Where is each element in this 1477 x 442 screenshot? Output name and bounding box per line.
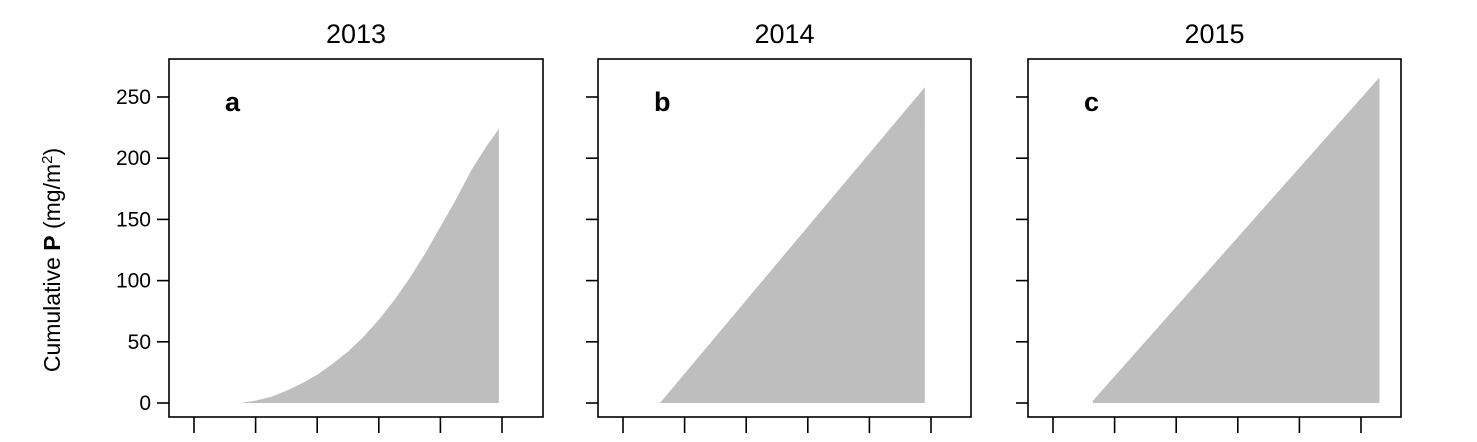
cumulative-area-a [240,128,499,404]
cumulative-area-c [1093,77,1380,404]
plot-frame-a [168,58,544,418]
y-tick-label-0: 0 [139,392,151,415]
y-tick-label-50: 50 [128,331,151,354]
y-axis-label-prefix: Cumulative [39,251,65,372]
plot-frame-c [1027,58,1402,418]
panel-letter-c: c [1084,87,1099,117]
panel-a: 0 50 100 150 200 250 2013 a [116,19,544,433]
panel-c: 2015 c [1016,19,1402,433]
panel-title-2014: 2014 [754,19,814,49]
y-axis-label-units-close: ) [39,148,65,156]
panels-group: 0 50 100 150 200 250 2013 a 2014 b 2015 c [116,19,1402,433]
panel-letter-a: a [225,87,241,117]
y-axis-label-units-superscript: 2 [39,155,56,163]
y-tick-label-100: 100 [116,270,151,293]
cumulative-area-b [660,87,925,403]
panel-letter-b: b [654,87,671,117]
panel-b: 2014 b [586,19,972,433]
y-axis-label-variable: P [39,235,65,250]
y-tick-label-250: 250 [116,86,151,109]
y-tick-label-150: 150 [116,208,151,231]
panel-title-2013: 2013 [326,19,386,49]
y-axis-label: Cumulative P (mg/m2) [39,148,66,372]
panel-title-2015: 2015 [1184,19,1244,49]
y-axis-label-units: (mg/m [39,164,65,236]
plot-frame-b [597,58,972,418]
y-tick-label-200: 200 [116,147,151,170]
